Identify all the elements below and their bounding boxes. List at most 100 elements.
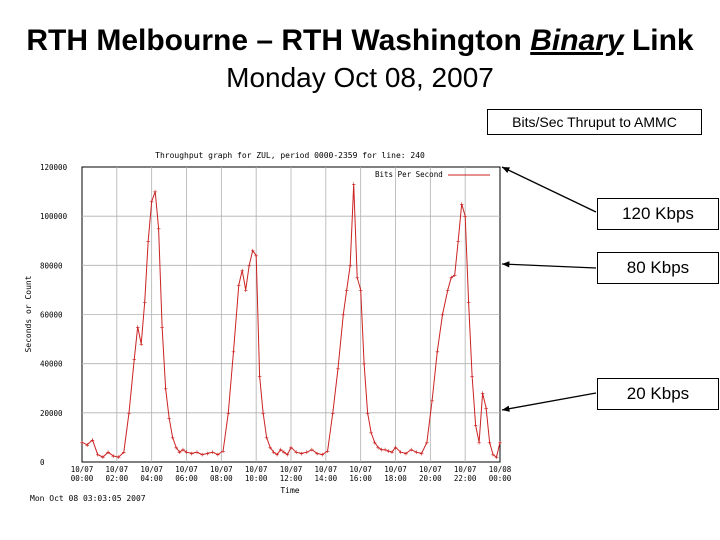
data-point: +	[184, 449, 188, 457]
x-tick-label-time: 20:00	[419, 474, 442, 483]
data-point: +	[157, 225, 161, 233]
data-point: +	[348, 262, 352, 270]
data-point: +	[386, 447, 390, 455]
data-point: +	[181, 446, 185, 454]
data-point: +	[244, 286, 248, 294]
data-point: +	[240, 267, 244, 275]
slide-title-emphasis: Binary	[530, 24, 624, 57]
data-point: +	[299, 450, 303, 458]
x-tick-label-time: 00:00	[489, 474, 512, 483]
data-point: +	[275, 451, 279, 459]
data-point: +	[247, 262, 251, 270]
data-point: +	[477, 439, 481, 447]
x-tick-label-date: 10/07	[454, 465, 477, 474]
data-point: +	[174, 444, 178, 452]
data-point: +	[372, 439, 376, 447]
chart-title: Throughput graph for ZUL, period 0000-23…	[155, 151, 425, 160]
x-tick-label-date: 10/07	[384, 465, 407, 474]
data-point: +	[96, 451, 100, 459]
data-point: +	[177, 449, 181, 457]
data-point: +	[453, 272, 457, 280]
arrow-120-kbps-head	[502, 167, 510, 173]
data-point: +	[226, 409, 230, 417]
data-point: +	[352, 181, 356, 189]
arrow-20-kbps	[501, 392, 597, 411]
data-point: +	[170, 434, 174, 442]
data-point: +	[379, 446, 383, 454]
x-tick-label-time: 06:00	[175, 474, 198, 483]
data-point: +	[211, 449, 215, 457]
y-tick-label: 0	[40, 458, 45, 467]
y-axis-label: Seconds or Count	[24, 275, 33, 352]
data-point: +	[393, 444, 397, 452]
slide-title-prefix: RTH Melbourne – RTH Washington	[26, 24, 531, 57]
data-point: +	[132, 355, 136, 363]
data-point: +	[491, 451, 495, 459]
data-point: +	[399, 449, 403, 457]
data-point: +	[85, 441, 89, 449]
x-tick-label-date: 10/07	[140, 465, 163, 474]
data-point: +	[163, 385, 167, 393]
x-tick-label-time: 16:00	[349, 474, 372, 483]
data-point: +	[143, 299, 147, 307]
data-point: +	[258, 372, 262, 380]
data-point: +	[383, 446, 387, 454]
data-point: +	[153, 188, 157, 196]
x-tick-label-date: 10/07	[419, 465, 442, 474]
y-tick-label: 40000	[40, 360, 63, 369]
data-point: +	[331, 409, 335, 417]
series-line	[81, 184, 501, 458]
x-tick-label-date: 10/07	[210, 465, 233, 474]
data-point: +	[456, 237, 460, 245]
x-tick-label-date: 10/07	[245, 465, 268, 474]
data-point: +	[414, 449, 418, 457]
data-point: +	[460, 200, 464, 208]
data-point: +	[341, 311, 345, 319]
data-point: +	[216, 451, 220, 459]
data-point: +	[271, 449, 275, 457]
data-point: +	[160, 323, 164, 331]
data-point: +	[474, 422, 478, 430]
x-tick-label-date: 10/07	[315, 465, 338, 474]
x-tick-label-time: 10:00	[245, 474, 268, 483]
callout-20-kbps: 20 Kbps	[597, 378, 719, 410]
data-point: +	[122, 449, 126, 457]
data-point: +	[101, 454, 105, 462]
data-point: +	[336, 365, 340, 373]
x-tick-label-date: 10/07	[175, 465, 198, 474]
x-tick-label-time: 02:00	[106, 474, 129, 483]
data-point: +	[251, 247, 255, 255]
data-point: +	[359, 286, 363, 294]
chart-footer-timestamp: Mon Oct 08 03:03:05 2007	[30, 494, 146, 503]
data-point: +	[111, 452, 115, 460]
legend-label: Bits Per Second	[375, 170, 443, 179]
data-point: +	[261, 409, 265, 417]
data-point: +	[376, 444, 380, 452]
data-point: +	[127, 409, 131, 417]
y-tick-label: 60000	[40, 311, 63, 320]
x-tick-label-time: 22:00	[454, 474, 477, 483]
data-point: +	[254, 252, 258, 260]
data-point: +	[237, 282, 241, 290]
data-point: +	[205, 450, 209, 458]
slide-title-suffix: Link	[623, 24, 694, 57]
x-tick-label-time: 18:00	[384, 474, 407, 483]
data-point: +	[289, 444, 293, 452]
data-point: +	[116, 454, 120, 462]
callout-80-kbps: 80 Kbps	[597, 252, 719, 284]
data-point: +	[366, 409, 370, 417]
data-point: +	[369, 429, 373, 437]
callout-120-kbps: 120 Kbps	[597, 198, 719, 230]
data-point: +	[446, 286, 450, 294]
y-tick-label: 80000	[40, 261, 63, 270]
data-point: +	[435, 348, 439, 356]
data-point: +	[136, 323, 140, 331]
data-point: +	[494, 454, 498, 462]
data-point: +	[355, 274, 359, 282]
slide-title: RTH Melbourne – RTH Washington Binary Li…	[0, 24, 720, 58]
data-point: +	[390, 449, 394, 457]
data-point: +	[268, 444, 272, 452]
y-tick-label: 20000	[40, 409, 63, 418]
data-point: +	[498, 439, 502, 447]
